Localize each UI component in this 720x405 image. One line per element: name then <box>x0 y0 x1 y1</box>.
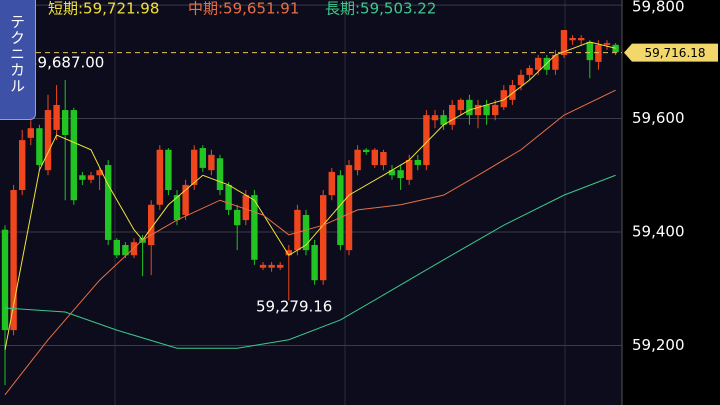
candle-body <box>268 264 275 268</box>
candle-body <box>560 30 568 56</box>
candle-body <box>578 38 585 41</box>
candle-body <box>526 68 533 75</box>
y-tick-label: 59,400 <box>632 222 685 240</box>
candle-body <box>423 115 430 166</box>
candle-body <box>165 149 172 191</box>
candle-body <box>586 41 593 61</box>
moving-average <box>4 174 616 349</box>
candle-body <box>105 165 112 240</box>
candle-body <box>173 195 181 221</box>
candle-body <box>302 214 310 251</box>
y-tick-label: 59,200 <box>632 336 685 354</box>
plot-background <box>0 0 622 405</box>
legend-entry: 中期:59,651.91 <box>188 0 299 18</box>
candle-body <box>53 104 60 130</box>
candle-body <box>320 195 327 281</box>
candle-body <box>148 204 155 246</box>
candle-body <box>285 250 292 256</box>
candle-body <box>10 190 17 331</box>
candle-body <box>27 128 34 138</box>
candle-body <box>242 195 249 221</box>
y-tick-label: 59,800 <box>632 0 685 16</box>
candle-body <box>225 184 232 210</box>
candle-body <box>130 242 138 256</box>
moving-average <box>4 89 616 396</box>
candle-body <box>363 149 370 153</box>
candle-body <box>509 85 516 100</box>
candle-body <box>19 140 26 191</box>
annotation: 59,279.16 <box>256 298 332 316</box>
candle-body <box>294 209 301 251</box>
moving-average <box>4 41 616 351</box>
candle-body <box>156 149 163 205</box>
candle-body <box>500 90 507 108</box>
candle-body <box>612 44 619 53</box>
candle-body <box>44 110 52 171</box>
candle-body <box>328 171 335 196</box>
candle-body <box>62 110 69 135</box>
candle-body <box>208 154 215 171</box>
candle-body <box>277 264 284 268</box>
candle-body <box>397 170 404 179</box>
candle-body <box>113 239 120 256</box>
candle-body <box>483 104 490 116</box>
candle-body <box>354 149 361 171</box>
candle-body <box>311 245 318 281</box>
candle-body <box>466 99 473 116</box>
candle-body <box>191 149 198 185</box>
technical-tab[interactable]: テクニカル <box>0 0 36 120</box>
candle-body <box>603 43 611 45</box>
candle-body <box>492 104 499 116</box>
candle-body <box>388 170 396 176</box>
annotation: 59,687.00 <box>28 54 104 72</box>
candle-body <box>122 245 129 256</box>
candle-body <box>337 175 344 246</box>
candle-body <box>414 159 421 166</box>
candle-body <box>251 195 258 260</box>
candle-body <box>535 57 542 70</box>
price-tag <box>624 43 718 62</box>
candle-body <box>380 152 387 166</box>
candle-body <box>36 128 43 166</box>
candle-body <box>431 115 439 121</box>
legend-entry: 長期:59,503.22 <box>325 0 436 18</box>
candle-body <box>345 165 353 251</box>
candle-body <box>199 148 206 168</box>
price-tag-label: 59,716.18 <box>644 46 705 60</box>
candle-body <box>552 55 559 70</box>
candle-body <box>474 104 482 116</box>
candle-body <box>182 184 189 215</box>
candle-body <box>449 104 456 125</box>
candle-body <box>70 110 77 201</box>
candle-body <box>96 170 103 176</box>
candle-body <box>440 115 447 125</box>
candle-body <box>517 74 525 86</box>
candle-body <box>216 158 224 191</box>
y-tick-label: 59,600 <box>632 109 685 127</box>
candle-body <box>1 229 9 331</box>
candle-body <box>595 44 602 62</box>
candle-body <box>234 209 241 226</box>
candle-body <box>79 175 86 180</box>
legend-entry: 短期:59,721.98 <box>48 0 159 18</box>
candle-body <box>259 264 267 268</box>
candle-body <box>569 38 576 41</box>
axis-panel <box>622 0 720 405</box>
candle-body <box>87 175 95 180</box>
candle-body <box>406 159 413 180</box>
candle-body <box>457 99 464 111</box>
candle-body <box>371 149 378 166</box>
